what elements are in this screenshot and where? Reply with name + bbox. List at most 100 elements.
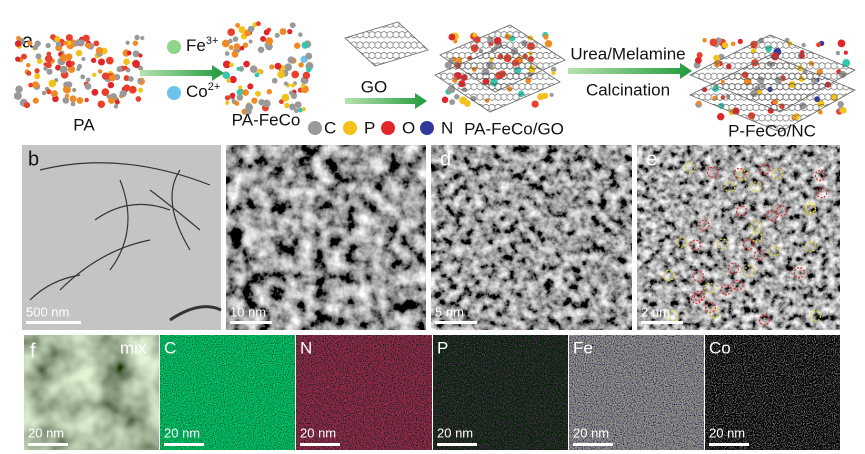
scale-bar <box>641 321 683 324</box>
map-image <box>296 335 432 450</box>
atom <box>245 103 254 112</box>
atom <box>251 97 258 104</box>
atom <box>262 99 271 108</box>
atom <box>21 53 27 60</box>
atom <box>459 96 468 105</box>
atom <box>283 81 289 86</box>
atom <box>107 81 115 89</box>
atom <box>48 79 57 88</box>
fe-ion <box>167 40 181 54</box>
atom <box>224 95 231 101</box>
legend-text: P <box>364 118 375 137</box>
atom-marker <box>716 238 729 250</box>
atom <box>288 90 294 96</box>
atom <box>123 84 131 92</box>
atom <box>294 101 302 109</box>
condition: Calcination <box>586 80 670 99</box>
atom <box>59 54 68 62</box>
legend-dot <box>420 121 434 135</box>
atom <box>46 89 52 95</box>
scale-bar <box>300 443 340 446</box>
atom <box>34 68 40 74</box>
panel-label: a <box>22 30 34 52</box>
atom <box>36 58 43 64</box>
scale-bar <box>26 321 81 324</box>
atom <box>44 54 53 63</box>
atom <box>116 66 123 73</box>
atom <box>257 46 265 54</box>
atom <box>281 93 290 102</box>
atom <box>128 85 137 94</box>
atom <box>119 89 127 98</box>
atom-marker <box>732 279 744 291</box>
atom-markers <box>663 161 828 326</box>
atom-marker <box>704 282 716 294</box>
element-label: C <box>164 338 176 357</box>
atom <box>543 34 549 40</box>
atom <box>448 33 456 41</box>
atom <box>221 39 230 48</box>
ion-label: Co2+ <box>186 81 220 102</box>
atom <box>297 107 303 113</box>
atom <box>256 21 261 27</box>
atom <box>69 95 77 103</box>
atom <box>55 64 62 71</box>
atom <box>43 62 48 67</box>
atom <box>41 90 47 96</box>
atom-marker <box>814 169 827 181</box>
atom <box>102 88 108 93</box>
atom <box>228 45 234 50</box>
atom <box>65 34 73 42</box>
panel-label: e <box>646 148 657 170</box>
atom <box>260 35 267 42</box>
scale-bar <box>435 321 477 324</box>
atom-marker <box>750 181 762 193</box>
atom <box>75 49 83 57</box>
arrow <box>568 63 692 79</box>
atom <box>98 58 105 66</box>
atom-marker <box>805 241 817 253</box>
atom <box>93 40 100 47</box>
atom <box>713 54 720 62</box>
atom <box>80 74 86 80</box>
atom <box>43 66 48 71</box>
atom <box>263 29 270 36</box>
element-label: Fe <box>573 338 593 357</box>
panel-label: d <box>440 148 451 170</box>
atom <box>274 62 282 70</box>
atom <box>132 40 139 46</box>
atom <box>730 41 736 47</box>
atom <box>277 70 285 79</box>
atom-marker <box>667 309 679 322</box>
atom <box>709 38 718 47</box>
atom-marker <box>793 267 805 279</box>
atom-marker <box>692 270 705 282</box>
atom-marker <box>720 284 732 296</box>
atom <box>298 32 303 37</box>
atom <box>835 50 841 56</box>
atom-marker <box>751 231 763 243</box>
arrow <box>345 93 427 109</box>
atom <box>254 72 260 78</box>
atom <box>113 104 119 109</box>
atom <box>721 42 729 49</box>
atom <box>302 71 311 80</box>
atom <box>26 63 31 68</box>
atom <box>544 39 553 48</box>
atom <box>72 87 77 93</box>
atom <box>717 113 725 121</box>
atom-marker <box>706 166 719 178</box>
atom <box>301 107 306 112</box>
atom-marker <box>676 236 688 248</box>
panel-label: b <box>28 148 39 170</box>
atom <box>549 92 554 97</box>
atom <box>125 40 130 45</box>
atom <box>35 53 42 60</box>
atom <box>137 78 143 84</box>
atom <box>13 91 22 100</box>
atom-marker <box>698 219 710 231</box>
atom <box>537 93 545 101</box>
atom <box>92 72 97 77</box>
atom <box>274 32 280 38</box>
atom <box>229 62 234 68</box>
